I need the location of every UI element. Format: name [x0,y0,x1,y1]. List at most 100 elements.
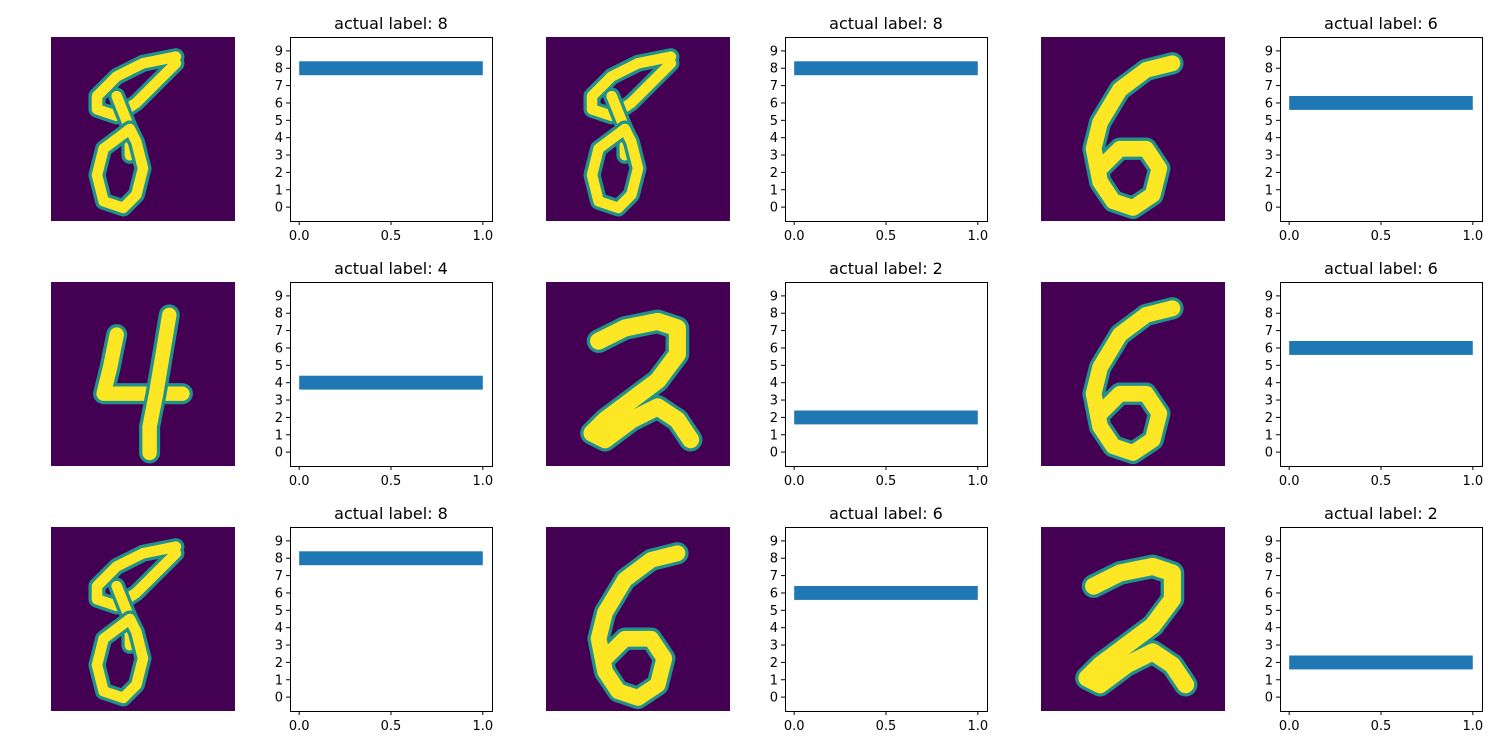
y-tick-label-6: 6 [275,586,283,601]
bar-6 [794,586,978,600]
digit-stroke [91,123,149,214]
probability-bar-chart: 0 1 2 3 4 5 6 7 8 9 0.0 0.5 1.0 actual label: 8 [275,504,493,734]
x-tick-label: 0.0 [289,719,310,734]
subplot-3: 0 1 2 3 4 5 6 7 8 9 0.0 0.5 1.0 actual label: 6 [1041,14,1483,244]
y-tick-label-1: 1 [275,673,283,688]
y-tick-label-8: 8 [770,552,778,567]
y-tick-label-7: 7 [275,79,283,94]
digit-image-background [1041,37,1225,221]
y-tick-label-2: 2 [1265,656,1273,671]
digit-stroke [583,312,700,449]
x-tick-label: 1.0 [967,474,988,489]
bar-2 [1289,655,1473,670]
y-tick-label-6: 6 [770,341,778,356]
digit-stroke [91,613,149,704]
digit-image-background [1041,282,1225,466]
y-tick-label-7: 7 [770,324,778,339]
y-tick-label-4: 4 [1265,621,1273,636]
x-tick-label: 1.0 [1462,474,1483,489]
y-tick-label-6: 6 [1265,341,1273,356]
y-tick-label-1: 1 [1265,428,1273,443]
chart-title: actual label: 8 [829,14,943,33]
probability-bar-chart: 0 1 2 3 4 5 6 7 8 9 0.0 0.5 1.0 actual label: 2 [770,259,988,489]
x-tick-label: 0.5 [876,229,897,244]
digit-image [51,282,235,466]
bar-4 [299,375,483,390]
x-tick-label: 0.0 [1279,474,1300,489]
y-tick-label-6: 6 [275,341,283,356]
x-tick-label: 1.0 [1462,229,1483,244]
y-tick-label-8: 8 [1265,307,1273,322]
y-tick-label-3: 3 [1265,394,1273,409]
y-tick-label-1: 1 [770,428,778,443]
y-tick-label-5: 5 [1265,359,1273,374]
y-tick-label-2: 2 [275,411,283,426]
probability-bar-chart: 0 1 2 3 4 5 6 7 8 9 0.0 0.5 1.0 actual label: 6 [770,504,988,734]
digit-stroke [586,51,677,122]
y-tick-label-3: 3 [275,394,283,409]
axes-frame [1280,37,1483,222]
x-tick-label: 1.0 [967,719,988,734]
y-tick-label-6: 6 [1265,586,1273,601]
subplot-6: 0 1 2 3 4 5 6 7 8 9 0.0 0.5 1.0 actual label: 6 [1041,259,1483,489]
y-tick-label-2: 2 [770,411,778,426]
y-tick-label-4: 4 [770,621,778,636]
y-tick-label-3: 3 [275,639,283,654]
x-tick-label: 0.5 [876,719,897,734]
y-tick-label-8: 8 [770,307,778,322]
digit-image [546,527,730,711]
probability-bar-chart: 0 1 2 3 4 5 6 7 8 9 0.0 0.5 1.0 actual label: 2 [1265,504,1483,734]
y-tick-label-1: 1 [770,183,778,198]
digit-image [51,527,235,711]
y-tick-label-0: 0 [275,201,283,216]
y-tick-label-1: 1 [770,673,778,688]
y-tick-label-4: 4 [770,131,778,146]
x-tick-label: 0.0 [289,474,310,489]
digit-stroke [142,307,177,461]
y-tick-label-9: 9 [275,44,283,59]
y-tick-label-4: 4 [1265,376,1273,391]
x-tick-label: 0.5 [1371,474,1392,489]
bar-8 [794,61,978,76]
x-tick-label: 0.0 [1279,229,1300,244]
x-tick-label: 0.0 [289,229,310,244]
x-tick-label: 1.0 [967,229,988,244]
y-tick-label-6: 6 [1265,96,1273,111]
x-tick-label: 0.5 [381,719,402,734]
digit-stroke [1085,300,1181,461]
y-tick-label-2: 2 [1265,166,1273,181]
y-tick-label-2: 2 [275,166,283,181]
digit-image [546,282,730,466]
bar-2 [794,410,978,425]
subplot-5: 0 1 2 3 4 5 6 7 8 9 0.0 0.5 1.0 actual label: 2 [546,259,988,489]
x-tick-label: 0.5 [1371,719,1392,734]
y-tick-label-5: 5 [770,604,778,619]
y-tick-label-0: 0 [275,691,283,706]
y-tick-label-5: 5 [770,359,778,374]
digit-stroke [1085,55,1181,216]
y-tick-label-8: 8 [770,62,778,77]
y-tick-label-3: 3 [1265,639,1273,654]
chart-title: actual label: 8 [334,504,448,523]
y-tick-label-0: 0 [275,446,283,461]
y-tick-label-2: 2 [1265,411,1273,426]
y-tick-label-9: 9 [770,289,778,304]
chart-title: actual label: 8 [334,14,448,33]
y-tick-label-7: 7 [275,324,283,339]
subplot-1: 0 1 2 3 4 5 6 7 8 9 0.0 0.5 1.0 actual label: 8 [51,14,493,244]
y-tick-label-0: 0 [770,201,778,216]
chart-title: actual label: 2 [1324,504,1438,523]
digit-image [1041,37,1225,221]
y-tick-label-6: 6 [275,96,283,111]
y-tick-label-1: 1 [275,428,283,443]
probability-bar-chart: 0 1 2 3 4 5 6 7 8 9 0.0 0.5 1.0 actual label: 4 [275,259,493,489]
x-tick-label: 0.5 [381,229,402,244]
y-tick-label-5: 5 [275,604,283,619]
y-tick-label-7: 7 [1265,79,1273,94]
subplot-8: 0 1 2 3 4 5 6 7 8 9 0.0 0.5 1.0 actual label: 6 [546,504,988,734]
x-tick-label: 1.0 [472,229,493,244]
y-tick-label-8: 8 [1265,552,1273,567]
y-tick-label-0: 0 [1265,446,1273,461]
y-tick-label-5: 5 [275,114,283,129]
x-tick-label: 0.0 [1279,719,1300,734]
